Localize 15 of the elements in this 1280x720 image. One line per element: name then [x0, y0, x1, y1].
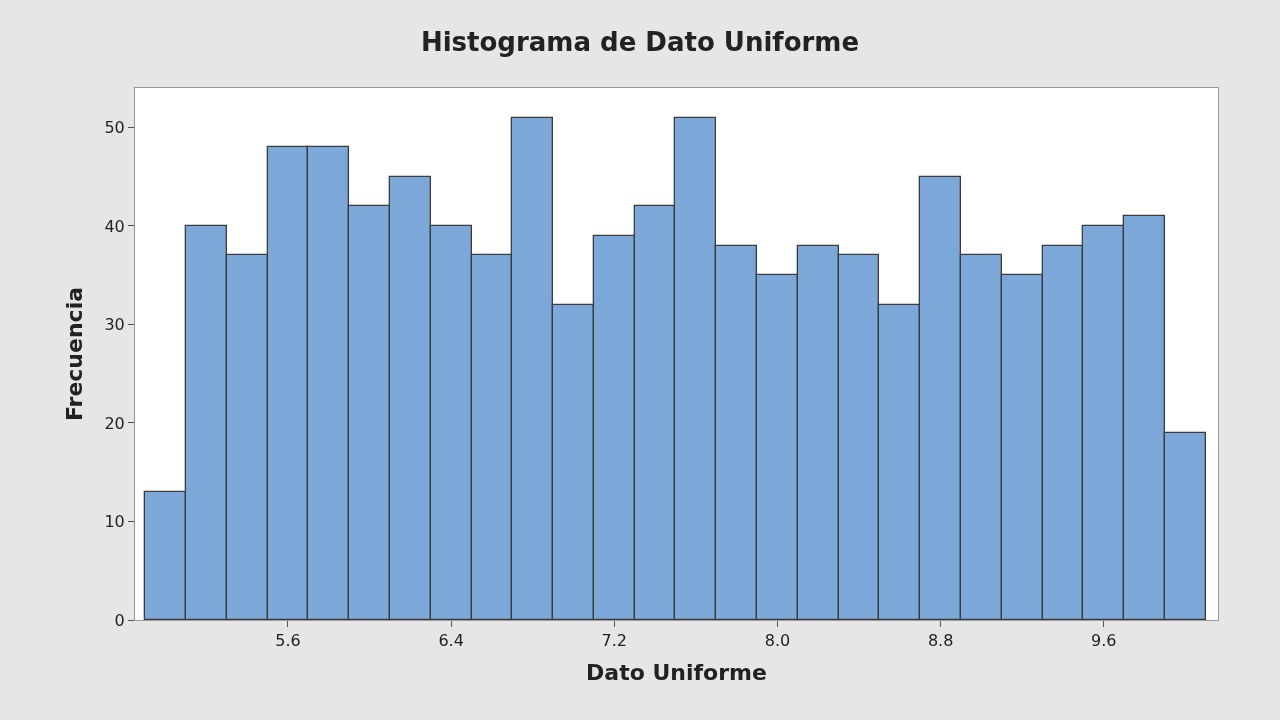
x-tick-label: 6.4: [438, 631, 464, 651]
x-axis-title: Dato Uniforme: [586, 660, 767, 686]
x-tick-label: 8.0: [764, 631, 791, 651]
x-tick-label: 9.6: [1091, 631, 1117, 651]
x-tick-label: 8.8: [927, 631, 954, 651]
y-tick-label: 40: [104, 216, 125, 236]
x-tick-label: 7.2: [601, 631, 628, 651]
chart-title: Histograma de Dato Uniforme: [420, 26, 860, 57]
y-axis-title: Frecuencia: [62, 286, 88, 422]
y-tick-label: 30: [104, 315, 125, 335]
x-tick-label: 5.6: [275, 631, 301, 651]
y-tick-label: 50: [104, 118, 125, 138]
y-tick-label: 0: [114, 610, 125, 630]
y-tick-label: 20: [104, 413, 125, 433]
y-tick-label: 10: [104, 512, 125, 532]
